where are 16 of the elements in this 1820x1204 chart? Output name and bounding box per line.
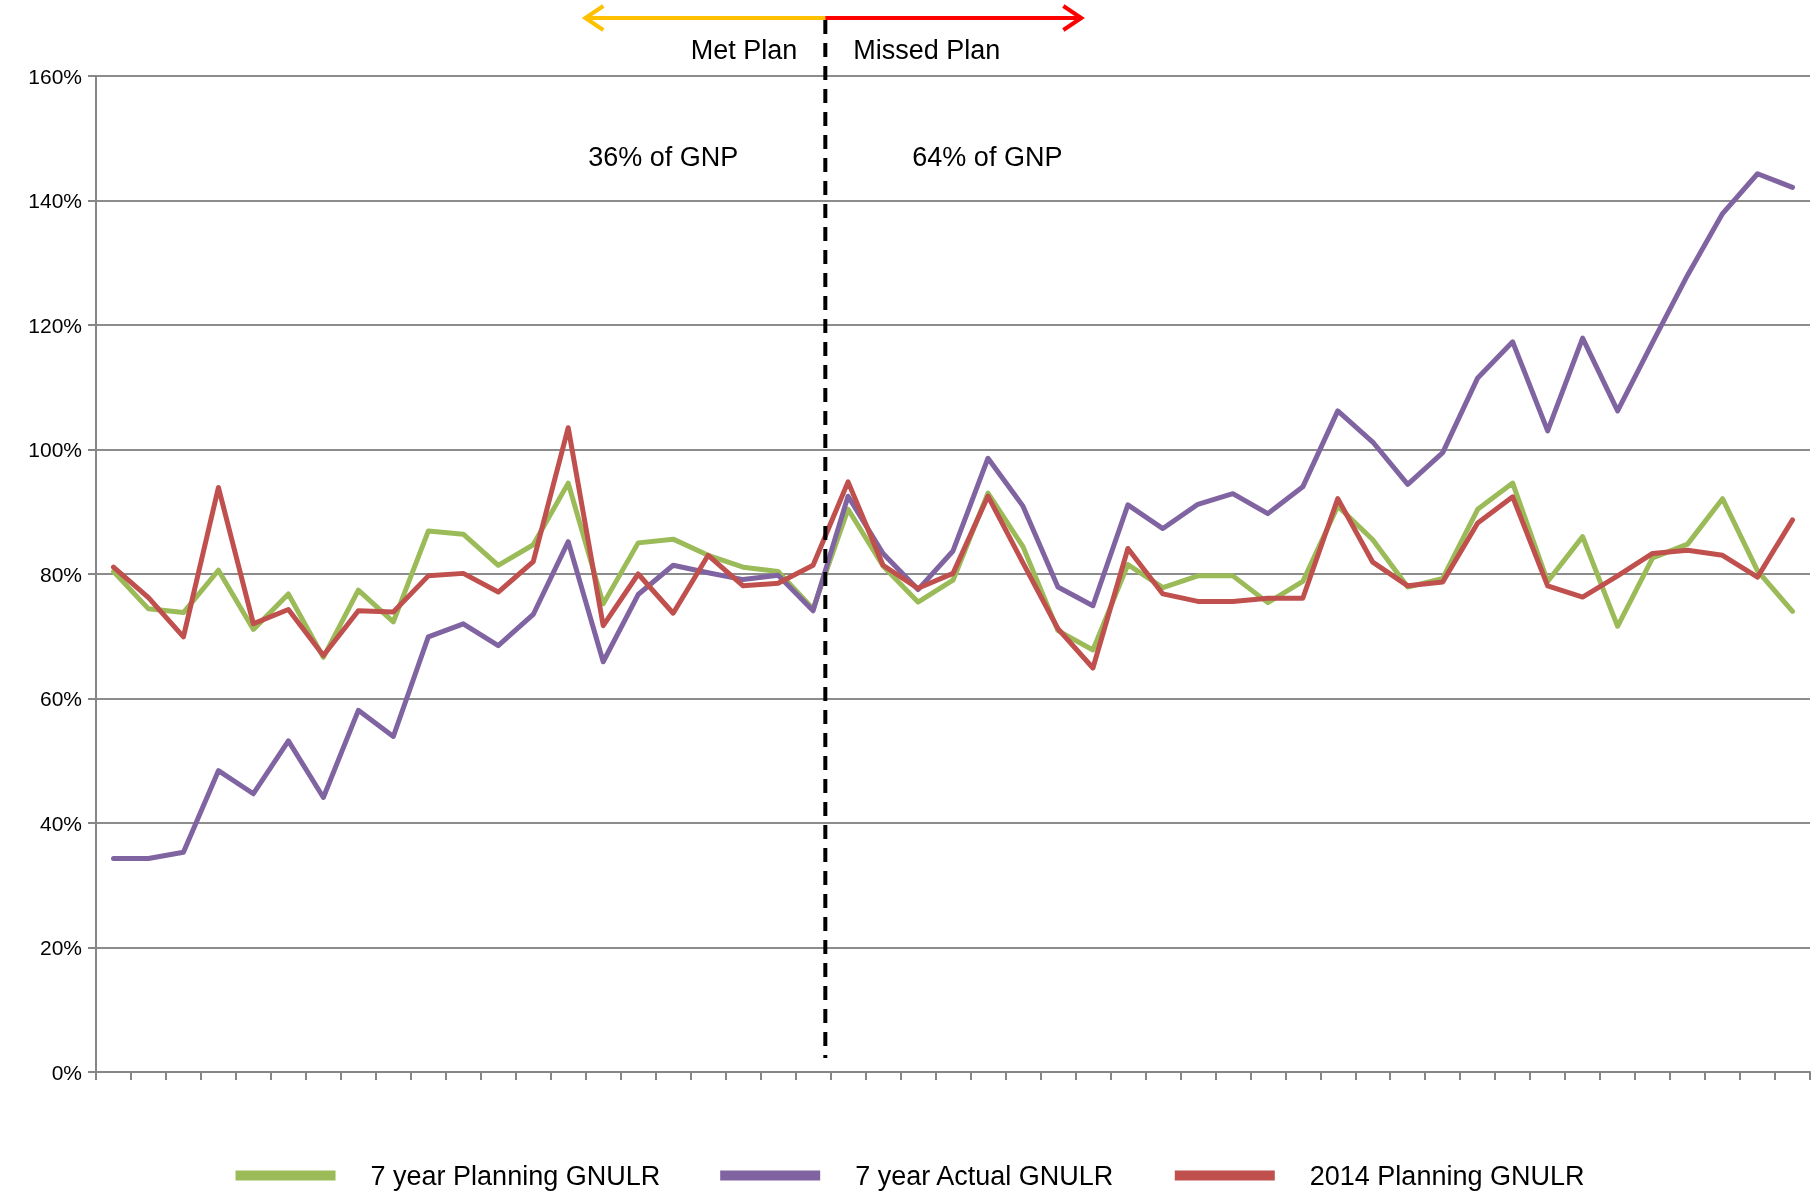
y-tick-label: 80% — [39, 562, 82, 586]
legend-label: 7 year Planning GNULR — [370, 1160, 661, 1191]
text: Missed Plan — [853, 35, 1001, 65]
text: Met Plan — [690, 35, 798, 65]
y-tick-label: 160% — [28, 64, 82, 88]
y-tick-label: 140% — [28, 189, 82, 212]
y-tick-label: 0% — [51, 1060, 82, 1084]
y-tick-label: 120% — [28, 313, 82, 337]
y-tick-label: 20% — [39, 936, 82, 959]
annotation: 64% of GNP — [912, 142, 1063, 172]
legend-label: 2014 Planning GNULR — [1309, 1160, 1585, 1191]
y-tick-label: 100% — [28, 438, 82, 461]
y-tick-label: 40% — [39, 811, 82, 835]
legend-label: 7 year Actual GNULR — [855, 1160, 1114, 1191]
annotation: 36% of GNP — [588, 142, 739, 172]
y-tick-label: 60% — [39, 687, 82, 710]
